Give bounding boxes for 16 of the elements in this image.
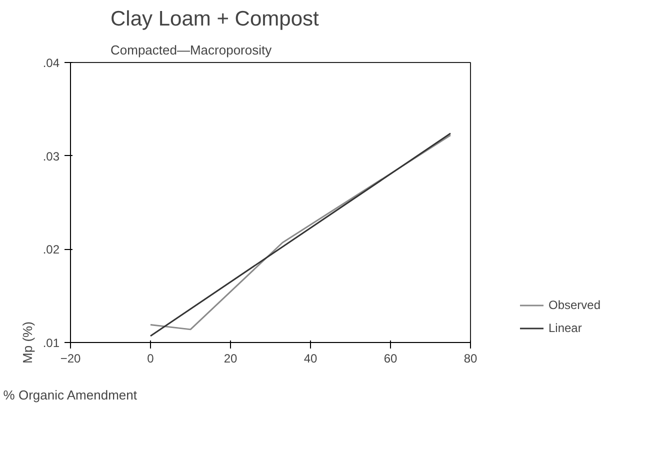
x-axis-title: % Organic Amendment bbox=[3, 388, 138, 402]
x-tick-label: 40 bbox=[304, 352, 318, 366]
x-tick-label: 0 bbox=[147, 352, 154, 366]
legend-label: Linear bbox=[548, 321, 582, 335]
y-tick-label: .04 bbox=[42, 56, 60, 70]
y-tick-label: .02 bbox=[42, 242, 60, 257]
chart-title: Clay Loam + Compost bbox=[110, 8, 320, 30]
y-axis-title: Mp (%) bbox=[20, 322, 35, 364]
chart-subtitle: Compacted—Macroporosity bbox=[110, 42, 272, 58]
x-tick-label: 60 bbox=[384, 352, 398, 366]
y-tick-label: .03 bbox=[42, 149, 60, 164]
x-tick-label: 80 bbox=[464, 352, 478, 366]
legend-label: Observed bbox=[548, 298, 601, 312]
y-tick-label: .01 bbox=[42, 336, 60, 350]
x-tick-label: 20 bbox=[224, 352, 238, 366]
x-tick-label: −20 bbox=[60, 352, 82, 366]
